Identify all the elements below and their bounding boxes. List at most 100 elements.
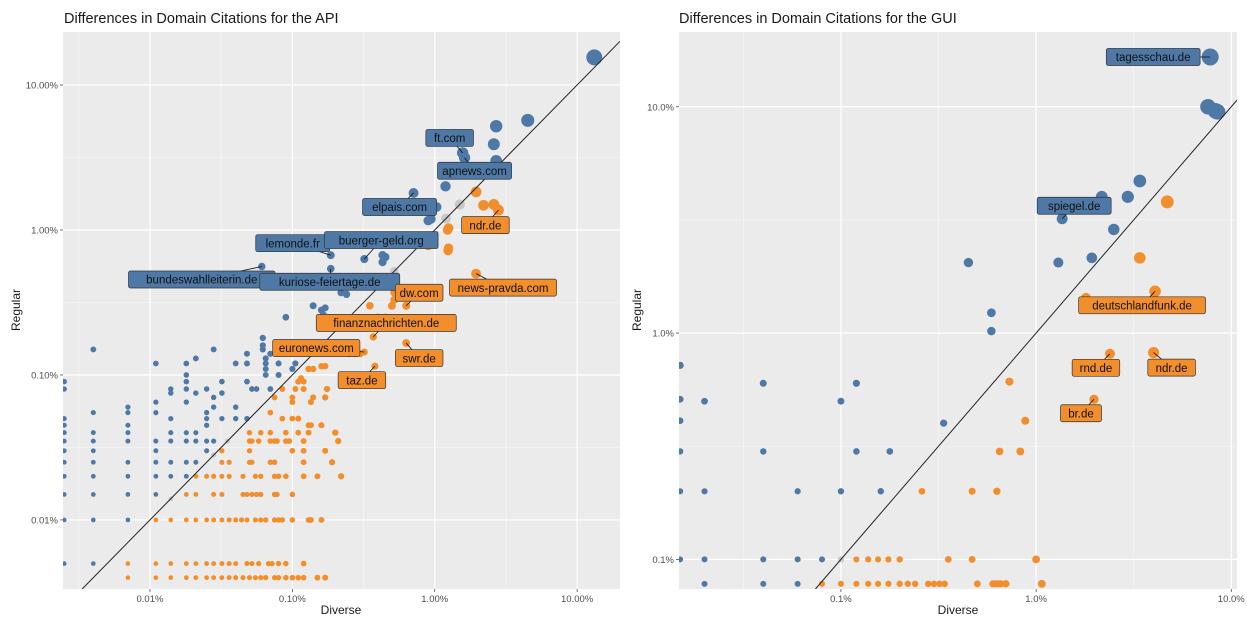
data-point — [246, 429, 253, 436]
x-tick-label: 0.01% — [137, 594, 164, 605]
data-point — [219, 473, 225, 479]
data-point — [896, 556, 903, 563]
data-point — [63, 473, 67, 479]
data-point — [240, 575, 246, 581]
data-point — [279, 517, 286, 523]
data-point — [204, 473, 210, 479]
data-point — [837, 488, 845, 495]
data-point — [307, 422, 314, 429]
data-point — [125, 561, 131, 566]
data-point — [63, 416, 67, 422]
data-point — [987, 308, 996, 318]
point-label: euronews.com — [272, 339, 365, 357]
data-point — [936, 580, 943, 588]
data-point — [267, 409, 274, 416]
chart-title: Differences in Domain Citations for the … — [64, 11, 339, 27]
data-point — [295, 574, 302, 581]
data-point — [328, 459, 336, 466]
data-point — [183, 473, 189, 479]
x-tick-label: 10.00% — [561, 594, 594, 605]
data-point — [153, 448, 159, 454]
data-point — [125, 492, 131, 497]
data-point — [239, 517, 245, 523]
label-box — [259, 272, 401, 291]
data-point — [1002, 580, 1010, 588]
data-point — [233, 517, 239, 523]
data-point — [292, 360, 299, 367]
data-point — [153, 575, 159, 580]
data-point — [1005, 377, 1014, 386]
label-box — [425, 129, 474, 147]
label-text: elpais.com — [372, 202, 427, 214]
data-point — [252, 517, 258, 523]
data-point — [271, 517, 278, 523]
label-text: kuriose-feiertage.de — [279, 277, 381, 289]
data-point — [1121, 190, 1134, 203]
point-label: ft.com — [425, 129, 474, 154]
label-text: apnews.com — [442, 166, 507, 178]
data-point — [193, 517, 199, 523]
data-point — [679, 361, 684, 369]
data-point — [63, 430, 67, 436]
data-point — [244, 517, 250, 523]
points — [63, 49, 603, 581]
data-point — [183, 561, 189, 566]
data-point — [865, 556, 872, 563]
point-label: tagesschau.de — [1105, 48, 1211, 66]
data-point — [63, 459, 67, 465]
data-point — [896, 580, 903, 587]
x-tick-label: 1.00% — [421, 594, 448, 605]
data-point — [940, 419, 948, 427]
data-point — [335, 437, 342, 445]
y-tick-label: 0.1% — [652, 555, 674, 566]
point-label: elpais.com — [362, 192, 437, 216]
data-point — [258, 429, 264, 436]
label-box — [1078, 296, 1206, 315]
data-point — [153, 360, 159, 367]
data-point — [442, 225, 453, 235]
data-point — [125, 575, 131, 580]
data-point — [701, 488, 708, 495]
data-point — [995, 447, 1004, 456]
data-point — [271, 574, 278, 581]
data-point — [63, 378, 67, 385]
point-label: br.de — [1060, 399, 1102, 423]
plot-content: ft.com apnews.com elpais.com ndr.de lemonde.… — [63, 40, 620, 589]
data-point — [249, 459, 255, 465]
y-axis-title: Regular — [630, 289, 644, 331]
label-box — [437, 161, 512, 180]
data-point — [226, 473, 232, 479]
plot-panel — [63, 32, 620, 589]
data-point — [944, 556, 952, 563]
data-point — [300, 447, 307, 454]
label-text: dw.com — [400, 288, 439, 300]
data-point — [1148, 347, 1160, 359]
data-point — [211, 575, 217, 581]
data-point — [219, 517, 225, 523]
data-point — [203, 386, 210, 392]
data-point — [193, 438, 199, 444]
data-point — [300, 574, 307, 581]
data-point — [219, 561, 225, 567]
data-point — [267, 429, 274, 436]
data-point — [63, 422, 67, 428]
data-point — [924, 580, 932, 588]
label-text: br.de — [1068, 408, 1094, 420]
data-point — [125, 438, 131, 444]
x-tick-label: 0.10% — [279, 594, 306, 605]
point-label: news-pravda.com — [449, 273, 557, 297]
data-point — [1053, 257, 1064, 268]
data-point — [852, 379, 860, 387]
gridlines — [679, 32, 1237, 589]
data-point — [295, 429, 302, 436]
data-point — [310, 394, 317, 401]
data-point — [314, 473, 321, 480]
data-point — [853, 448, 860, 455]
data-point — [423, 215, 433, 226]
label-text: ndr.de — [1156, 363, 1188, 375]
point-label: lemonde.fr — [255, 234, 331, 256]
y-tick-label: 0.10% — [31, 370, 58, 381]
data-point — [586, 49, 603, 66]
data-point — [211, 517, 217, 523]
